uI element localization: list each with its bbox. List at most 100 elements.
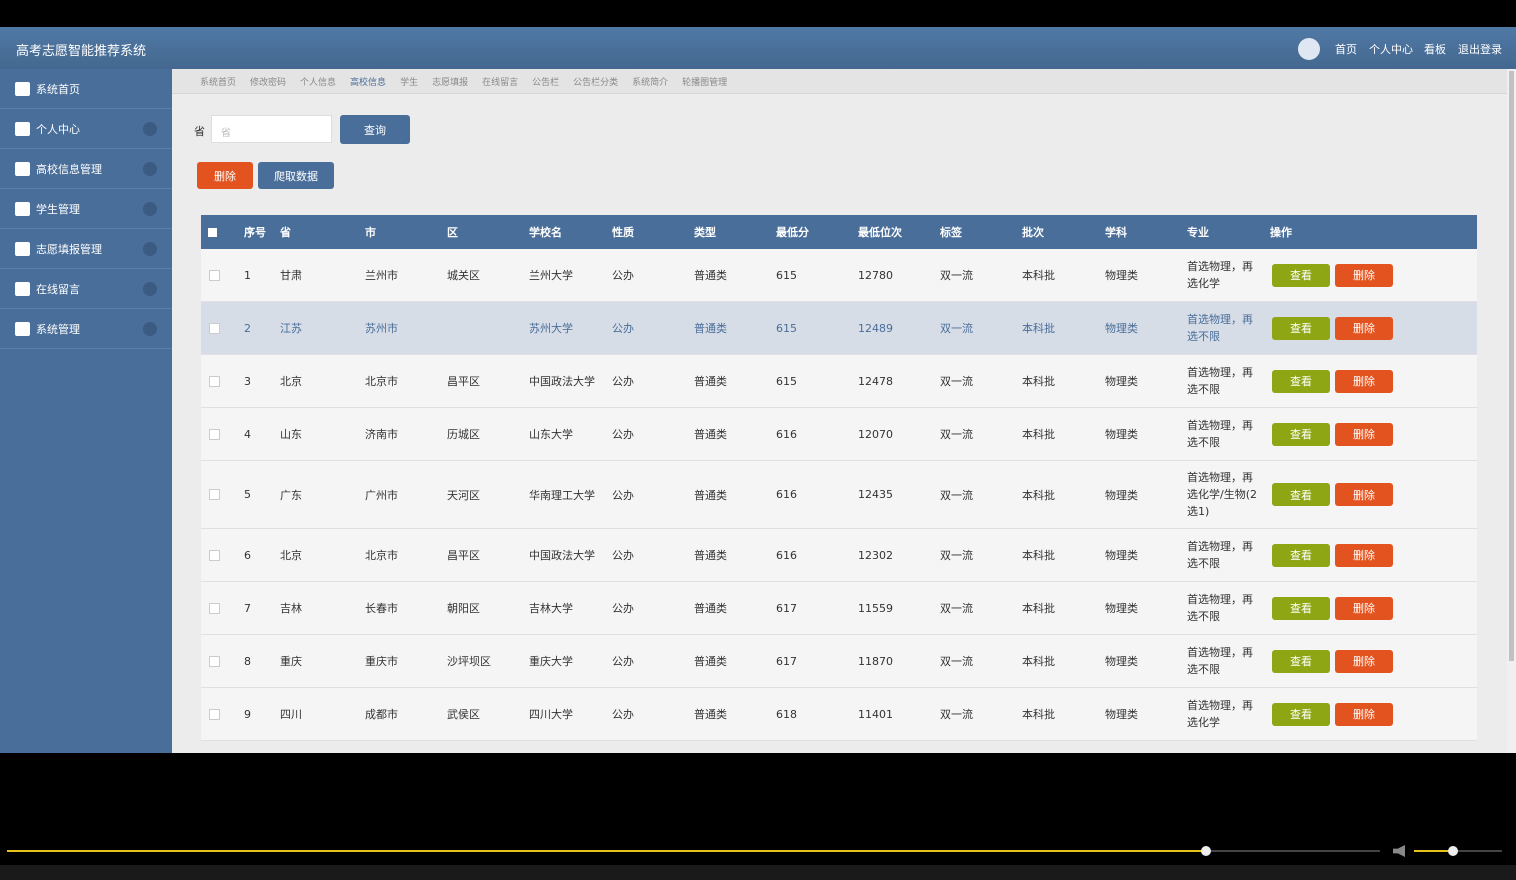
checkbox[interactable] bbox=[209, 489, 220, 500]
cell: 物理类 bbox=[1105, 708, 1138, 721]
table-row: 1 甘肃 兰州市 城关区 兰州大学 公办 普通类 615 12780 双一流 本科批 物理类 首选物理，… bbox=[201, 249, 1477, 302]
cell: 2 bbox=[244, 321, 251, 335]
volume-level bbox=[1414, 850, 1453, 852]
progress-remaining bbox=[1206, 850, 1380, 852]
cell: 华南理工大学 bbox=[529, 488, 595, 502]
delete-button[interactable]: 删除 bbox=[1335, 483, 1393, 506]
cell: 公办 bbox=[612, 488, 634, 502]
sidebar-item[interactable]: 高校信息管理 bbox=[0, 149, 172, 189]
tab[interactable]: 高校信息 bbox=[350, 77, 387, 88]
sidebar-item[interactable]: 志愿填报管理 bbox=[0, 229, 172, 269]
cell: 8 bbox=[244, 654, 251, 668]
view-button[interactable]: 查看 bbox=[1272, 483, 1330, 506]
cell: 本科批 bbox=[1022, 488, 1055, 502]
tab[interactable]: 学生 bbox=[400, 77, 419, 88]
view-button[interactable]: 查看 bbox=[1272, 702, 1330, 726]
view-button[interactable]: 查看 bbox=[1272, 369, 1330, 393]
checkbox[interactable] bbox=[208, 227, 217, 237]
chevron bbox=[143, 202, 157, 216]
cell: 5 bbox=[244, 488, 251, 501]
checkbox[interactable] bbox=[209, 602, 220, 614]
cell: 本科批 bbox=[1022, 602, 1055, 615]
cell: 苏州大学 bbox=[529, 322, 573, 335]
checkbox[interactable] bbox=[209, 428, 220, 440]
checkbox[interactable] bbox=[209, 375, 220, 387]
cell: 北京市 bbox=[365, 549, 398, 562]
column-header: 类型 bbox=[694, 226, 716, 239]
volume-icon[interactable] bbox=[1393, 845, 1405, 857]
avatar[interactable] bbox=[1298, 38, 1320, 60]
tab[interactable]: 志愿填报 bbox=[432, 77, 469, 88]
cell: 首选物理，再选化学 bbox=[1187, 260, 1253, 290]
icon bbox=[15, 282, 30, 296]
cell: 沙坪坝区 bbox=[447, 655, 491, 668]
tab[interactable]: 公告栏 bbox=[532, 77, 560, 88]
checkbox[interactable] bbox=[209, 322, 220, 334]
tab[interactable]: 系统首页 bbox=[200, 77, 237, 88]
nav-link[interactable]: 首页 bbox=[1335, 43, 1357, 56]
crawl-button[interactable]: 爬取数据 bbox=[258, 162, 334, 189]
cell: 本科批 bbox=[1022, 655, 1055, 668]
cell: 吉林 bbox=[280, 602, 302, 615]
cell: 双一流 bbox=[940, 375, 973, 388]
delete-button[interactable]: 删除 bbox=[1335, 596, 1393, 620]
cell: 首选物理，再选化学 bbox=[1187, 699, 1253, 729]
cell: 双一流 bbox=[940, 549, 973, 562]
sidebar-item[interactable]: 学生管理 bbox=[0, 189, 172, 229]
cell: 山东大学 bbox=[529, 428, 573, 441]
cell: 12435 bbox=[858, 488, 893, 501]
column-header: 学科 bbox=[1105, 226, 1127, 239]
checkbox[interactable] bbox=[209, 269, 220, 281]
tab[interactable]: 修改密码 bbox=[250, 77, 287, 88]
checkbox[interactable] bbox=[209, 549, 220, 561]
view-button[interactable]: 查看 bbox=[1272, 316, 1330, 340]
cell: 物理类 bbox=[1105, 655, 1138, 668]
column-header: 序号 bbox=[244, 226, 266, 239]
cell: 12478 bbox=[858, 374, 893, 388]
cell: 广州市 bbox=[365, 488, 398, 502]
sidebar-item[interactable]: 系统管理 bbox=[0, 309, 172, 349]
search-button[interactable]: 查询 bbox=[340, 115, 410, 144]
tab[interactable]: 在线留言 bbox=[482, 77, 519, 88]
checkbox[interactable] bbox=[209, 655, 220, 667]
column-header: 最低分 bbox=[776, 226, 809, 239]
tab[interactable]: 系统简介 bbox=[632, 77, 669, 88]
view-button[interactable]: 查看 bbox=[1272, 649, 1330, 673]
delete-button[interactable]: 删除 bbox=[1335, 263, 1393, 287]
volume-knob[interactable] bbox=[1448, 846, 1458, 856]
search-label: 省 bbox=[194, 125, 205, 138]
cell: 四川大学 bbox=[529, 708, 573, 721]
table-row: 9 四川 成都市 武侯区 四川大学 公办 普通类 618 11401 双一流 本科批 物理类 首选物理，… bbox=[201, 688, 1477, 741]
nav-link[interactable]: 退出登录 bbox=[1458, 43, 1502, 56]
view-button[interactable]: 查看 bbox=[1272, 543, 1330, 567]
table-row: 4 山东 济南市 历城区 山东大学 公办 普通类 616 12070 双一流 本科批 物理类 首选物理，… bbox=[201, 408, 1477, 461]
delete-button[interactable]: 删除 bbox=[1335, 316, 1393, 340]
progress-knob[interactable] bbox=[1201, 846, 1211, 856]
chevron bbox=[143, 162, 157, 176]
delete-button[interactable]: 删除 bbox=[1335, 702, 1393, 726]
sidebar-item[interactable]: 在线留言 bbox=[0, 269, 172, 309]
delete-button[interactable]: 删除 bbox=[1335, 543, 1393, 567]
delete-button[interactable]: 删除 bbox=[1335, 649, 1393, 673]
table-header: 序号 省 市 区 学校名 性质 类型 最低分 最低位次 标签 批次 学科 专业 操作 bbox=[201, 215, 1477, 249]
nav-link[interactable]: 个人中心 bbox=[1369, 43, 1413, 56]
cell: 城关区 bbox=[447, 269, 480, 282]
tab[interactable]: 个人信息 bbox=[300, 77, 337, 88]
nav-link[interactable]: 看板 bbox=[1424, 43, 1446, 56]
view-button[interactable]: 查看 bbox=[1272, 596, 1330, 620]
sidebar-item[interactable]: 个人中心 bbox=[0, 109, 172, 149]
tab[interactable]: 轮播图管理 bbox=[682, 77, 728, 88]
scrollbar bbox=[1507, 69, 1516, 753]
cell: 普通类 bbox=[694, 655, 727, 668]
checkbox[interactable] bbox=[209, 708, 220, 720]
icon bbox=[15, 242, 30, 256]
delete-button[interactable]: 删除 bbox=[197, 162, 253, 189]
delete-button[interactable]: 删除 bbox=[1335, 422, 1393, 446]
view-button[interactable]: 查看 bbox=[1272, 263, 1330, 287]
tab[interactable]: 公告栏分类 bbox=[573, 77, 619, 88]
cell: 首选物理，再选化学/生物(2选1) bbox=[1187, 471, 1257, 518]
delete-button[interactable]: 删除 bbox=[1335, 369, 1393, 393]
sidebar-item[interactable]: 系统首页 bbox=[0, 69, 172, 109]
search-input[interactable]: 省 bbox=[211, 115, 332, 143]
view-button[interactable]: 查看 bbox=[1272, 422, 1330, 446]
